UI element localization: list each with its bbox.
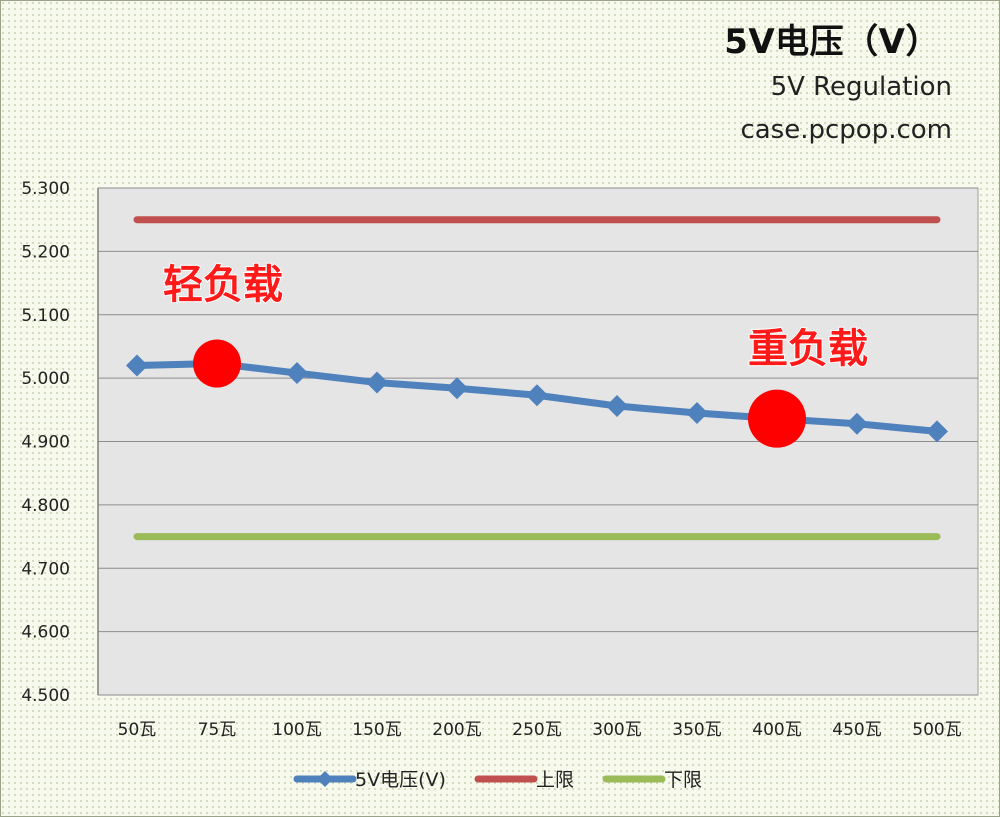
x-tick-label: 50瓦 bbox=[118, 720, 157, 740]
y-tick-label: 5.200 bbox=[21, 242, 70, 262]
data-point-marker bbox=[286, 362, 308, 385]
annotation-light-load: 轻负载 bbox=[163, 262, 283, 308]
data-point-marker bbox=[926, 420, 948, 443]
legend-label: 5V电压(V) bbox=[355, 769, 446, 791]
x-tick-label: 100瓦 bbox=[272, 720, 321, 740]
data-point-marker bbox=[366, 371, 388, 394]
y-tick-label: 4.800 bbox=[21, 496, 70, 516]
data-point-marker bbox=[606, 395, 628, 418]
x-tick-label: 300瓦 bbox=[592, 720, 641, 740]
chart-title: 5V电压（V） bbox=[724, 22, 940, 62]
data-point-marker bbox=[686, 401, 708, 424]
highlight-point bbox=[748, 389, 806, 448]
y-tick-label: 4.900 bbox=[21, 433, 70, 453]
y-tick-label: 5.000 bbox=[21, 369, 70, 389]
highlight-point bbox=[193, 339, 241, 388]
y-tick-label: 4.500 bbox=[21, 686, 70, 706]
x-axis-ticks: 50瓦 75瓦 100瓦 150瓦 200瓦 250瓦 300瓦 350瓦 400瓦 450瓦 50… bbox=[118, 720, 962, 740]
annotation-heavy-load: 重负载 bbox=[748, 326, 868, 372]
y-axis-ticks: 5.300 5.200 5.100 5.000 4.900 4.800 4.700 4.600… bbox=[21, 179, 70, 706]
chart-subtitle: 5V Regulation bbox=[770, 72, 952, 102]
y-tick-label: 5.300 bbox=[21, 179, 70, 199]
data-point-marker bbox=[126, 354, 148, 377]
y-tick-label: 5.100 bbox=[21, 306, 70, 326]
legend: 5V电压(V) 上限 下限 bbox=[293, 769, 702, 791]
y-tick-label: 4.600 bbox=[21, 623, 70, 643]
x-tick-label: 450瓦 bbox=[832, 720, 881, 740]
legend-marker bbox=[317, 771, 333, 787]
legend-label: 下限 bbox=[664, 769, 702, 791]
chart-source: case.pcpop.com bbox=[740, 115, 952, 145]
x-tick-label: 350瓦 bbox=[672, 720, 721, 740]
legend-label: 上限 bbox=[536, 769, 574, 791]
y-tick-label: 4.700 bbox=[21, 559, 70, 579]
data-point-marker bbox=[446, 377, 468, 400]
x-tick-label: 200瓦 bbox=[432, 720, 481, 740]
gridlines bbox=[97, 187, 978, 696]
data-point-marker bbox=[526, 384, 548, 407]
data-point-marker bbox=[846, 412, 868, 435]
x-tick-label: 500瓦 bbox=[912, 720, 961, 740]
x-tick-label: 250瓦 bbox=[512, 720, 561, 740]
x-tick-label: 75瓦 bbox=[198, 720, 237, 740]
x-tick-label: 150瓦 bbox=[352, 720, 401, 740]
x-tick-label: 400瓦 bbox=[752, 720, 801, 740]
